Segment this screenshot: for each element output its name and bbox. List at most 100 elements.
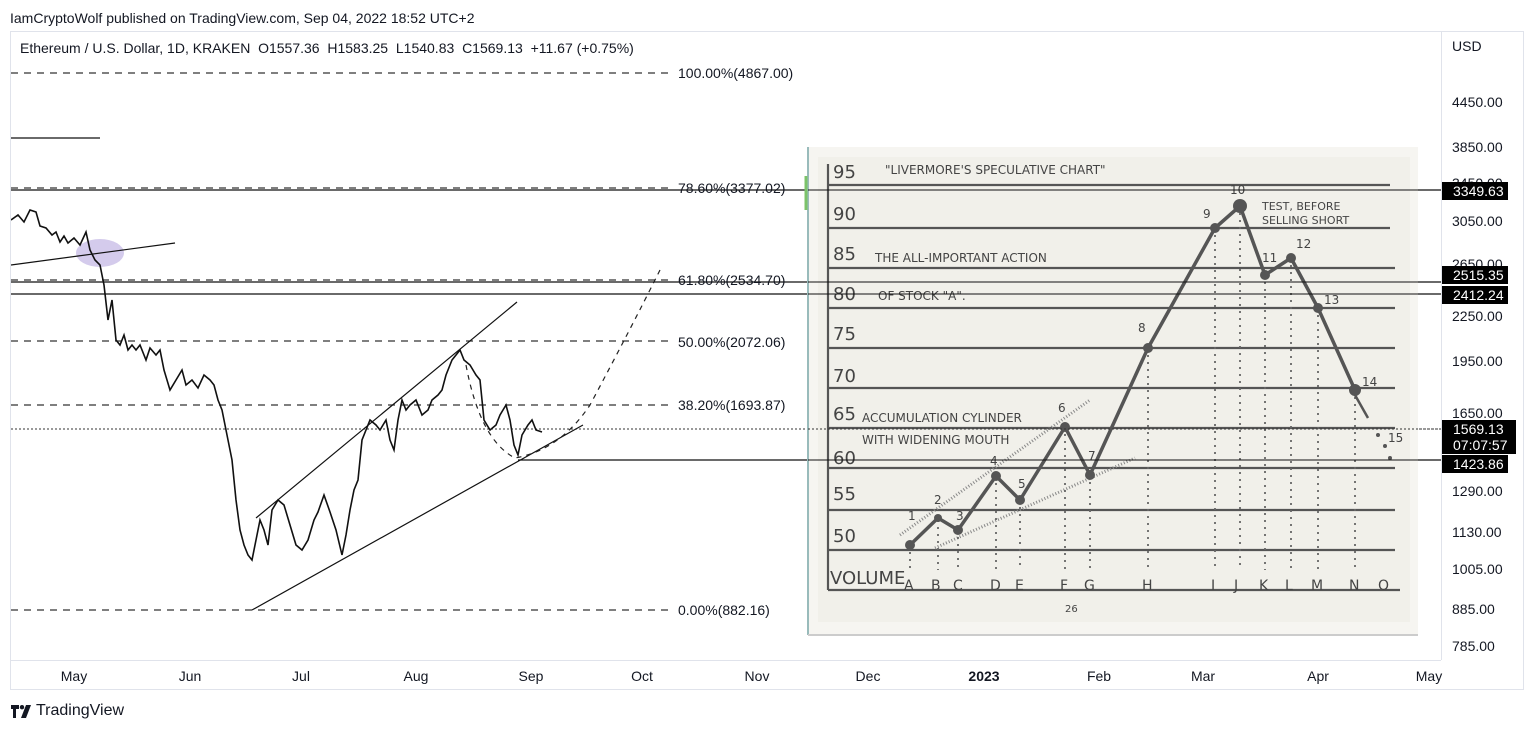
overlay-subtitle-2: OF STOCK "A".	[878, 289, 966, 303]
time-tick: Jun	[178, 668, 202, 684]
svg-text:C: C	[953, 578, 963, 594]
chart-frame	[10, 31, 1524, 690]
price-tick: 2250.00	[1452, 308, 1503, 324]
time-tick: Nov	[744, 668, 770, 684]
overlay-note-top-2: SELLING SHORT	[1262, 214, 1349, 227]
last-price-tag: 1569.13 07:07:57	[1442, 420, 1516, 454]
svg-text:B: B	[931, 578, 941, 594]
time-tick: May	[60, 668, 88, 684]
svg-text:11: 11	[1262, 251, 1277, 265]
fib-label-382: 38.20%(1693.87)	[678, 397, 785, 413]
price-tag-3349: 3349.63	[1442, 182, 1508, 200]
overlay-y-55: 55	[833, 484, 856, 505]
svg-text:M: M	[1311, 578, 1323, 594]
legend-close: C1569.13	[462, 40, 523, 56]
price-tick: 1950.00	[1452, 353, 1503, 369]
svg-text:7: 7	[1088, 449, 1096, 463]
svg-text:D: D	[990, 578, 1001, 594]
price-tick: 1290.00	[1452, 483, 1503, 499]
price-tick: 1130.00	[1452, 524, 1502, 540]
svg-text:13: 13	[1324, 293, 1339, 307]
overlay-y-60: 60	[833, 448, 856, 469]
tradingview-logo-icon	[11, 704, 31, 718]
overlay-y-95: 95	[833, 162, 856, 183]
svg-text:E: E	[1015, 578, 1024, 594]
overlay-subtitle-1: THE ALL-IMPORTANT ACTION	[874, 251, 1047, 265]
symbol-legend[interactable]: Ethereum / U.S. Dollar, 1D, KRAKEN O1557…	[20, 40, 634, 56]
legend-symbol: Ethereum / U.S. Dollar, 1D, KRAKEN	[20, 40, 251, 56]
legend-low: L1540.83	[395, 40, 455, 56]
price-tick: 1650.00	[1452, 405, 1503, 421]
overlay-page-number: 26	[1065, 604, 1078, 615]
price-bars	[10, 209, 543, 562]
overlay-y-70: 70	[833, 366, 856, 387]
overlay-note-top: TEST, BEFORE	[1261, 200, 1340, 213]
time-tick: Mar	[1190, 668, 1216, 684]
svg-text:4: 4	[990, 454, 998, 468]
overlay-volume-label: VOLUME	[830, 568, 905, 589]
svg-text:F: F	[1060, 578, 1068, 594]
overlay-note-2: WITH WIDENING MOUTH	[862, 433, 1009, 447]
svg-text:H: H	[1142, 578, 1153, 594]
price-tag-1423: 1423.86	[1442, 455, 1508, 473]
svg-text:3: 3	[956, 509, 964, 523]
bar-countdown: 07:07:57	[1453, 437, 1508, 453]
legend-change: +11.67 (+0.75%)	[530, 40, 634, 56]
time-tick: Jul	[292, 668, 310, 684]
time-tick: Sep	[518, 668, 544, 684]
overlay-y-65: 65	[833, 404, 856, 425]
publish-line: IamCryptoWolf published on TradingView.c…	[10, 10, 475, 26]
time-tick: Oct	[631, 668, 653, 684]
overlay-y-75: 75	[833, 324, 856, 345]
time-tick: Aug	[403, 668, 429, 684]
svg-text:G: G	[1084, 578, 1095, 594]
price-tag-2412: 2412.24	[1442, 286, 1508, 304]
svg-text:15: 15	[1388, 431, 1403, 445]
fib-label-100: 100.00%(4867.00)	[678, 65, 793, 81]
price-tick: 1005.00	[1452, 561, 1503, 577]
svg-text:N: N	[1349, 578, 1359, 594]
time-tick: Apr	[1307, 668, 1329, 684]
tradingview-logo[interactable]: TradingView	[11, 702, 124, 720]
svg-text:A: A	[904, 578, 914, 594]
currency-label: USD	[1452, 38, 1482, 54]
svg-text:J: J	[1233, 578, 1238, 594]
chart-canvas[interactable]: 100.00%(4867.00) 78.60%(3377.02) 61.80%(…	[10, 32, 1441, 660]
svg-text:14: 14	[1362, 375, 1377, 389]
projection-path	[465, 269, 661, 459]
legend-high: H1583.25	[327, 40, 389, 56]
livermore-overlay: 95 90 85 80 75 70 65 60 55 50 "LIVERMORE…	[804, 147, 1418, 636]
time-tick: Dec	[855, 668, 881, 684]
legend-open: O1557.36	[258, 40, 320, 56]
svg-text:6: 6	[1058, 401, 1066, 415]
last-price-value: 1569.13	[1453, 421, 1504, 437]
time-axis[interactable]: May Jun Jul Aug Sep Oct Nov Dec 2023 Feb…	[11, 660, 1443, 691]
overlay-y-50: 50	[833, 526, 856, 547]
price-tick: 3050.00	[1452, 213, 1503, 229]
overlay-y-90: 90	[833, 204, 856, 225]
fib-label-786: 78.60%(3377.02)	[678, 180, 785, 196]
svg-text:O: O	[1378, 578, 1389, 594]
broken-trendline	[10, 242, 176, 266]
price-axis[interactable]: USD 4450.00 3850.00 3450.00 3050.00 2650…	[1441, 32, 1524, 660]
price-tick: 4450.00	[1452, 94, 1503, 110]
tradingview-brand: TradingView	[36, 702, 125, 719]
overlay-title: "LIVERMORE'S SPECULATIVE CHART"	[885, 163, 1106, 177]
fib-lines	[11, 72, 668, 611]
time-tick-year: 2023	[968, 668, 1000, 684]
svg-text:2: 2	[934, 493, 942, 507]
svg-text:8: 8	[1138, 321, 1146, 335]
fib-label-0: 0.00%(882.16)	[678, 602, 770, 618]
svg-text:1: 1	[908, 509, 916, 523]
chart-pane[interactable]: 100.00%(4867.00) 78.60%(3377.02) 61.80%(…	[10, 32, 1441, 660]
svg-text:9: 9	[1203, 207, 1211, 221]
svg-text:12: 12	[1296, 237, 1311, 251]
fib-label-50: 50.00%(2072.06)	[678, 334, 785, 350]
price-tick: 885.00	[1452, 601, 1495, 617]
time-tick: May	[1415, 668, 1443, 684]
fib-label-618: 61.80%(2534.70)	[678, 272, 785, 288]
svg-text:5: 5	[1018, 477, 1026, 491]
price-tag-2515: 2515.35	[1442, 266, 1508, 284]
overlay-note-1: ACCUMULATION CYLINDER	[862, 411, 1022, 425]
svg-text:I: I	[1211, 578, 1215, 594]
